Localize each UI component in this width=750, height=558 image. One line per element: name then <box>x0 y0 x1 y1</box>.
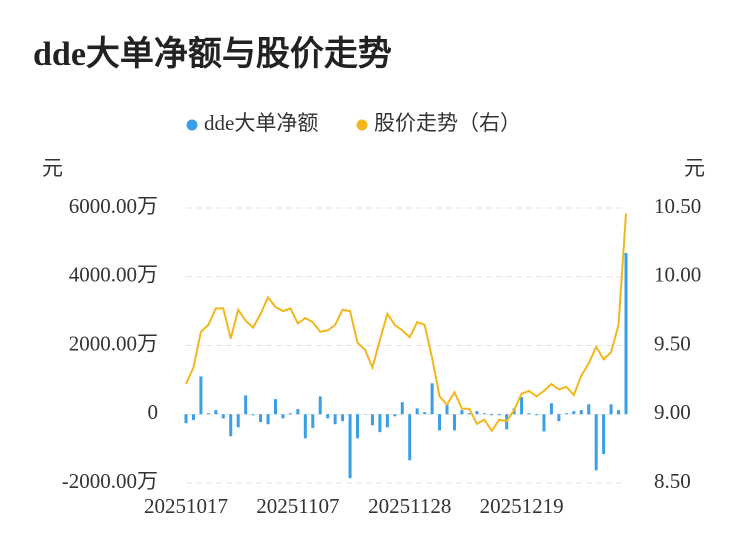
bar <box>318 396 322 415</box>
bar <box>549 403 553 415</box>
bar <box>206 413 210 415</box>
bar <box>333 414 337 425</box>
bar <box>572 411 576 415</box>
bar <box>370 414 374 426</box>
bar <box>281 414 285 419</box>
y2-tick-label: 10.50 <box>654 194 701 218</box>
x-tick-label: 20251107 <box>256 494 339 518</box>
price-line <box>185 213 627 433</box>
bar <box>602 414 606 455</box>
bar <box>467 413 471 415</box>
y2-tick-label: 9.50 <box>654 331 691 355</box>
bar <box>221 414 225 419</box>
bar <box>564 413 568 415</box>
bar <box>341 414 345 422</box>
x-tick-label: 20251128 <box>368 494 451 518</box>
legend-marker <box>356 119 368 131</box>
bar <box>527 413 531 415</box>
legend-marker <box>186 119 198 131</box>
y-tick-label: 4000.00万 <box>69 263 158 287</box>
bar <box>214 410 218 415</box>
bar <box>624 253 628 415</box>
bar <box>259 414 263 423</box>
y-tick-label: 0 <box>148 400 159 424</box>
bar <box>460 410 464 415</box>
bar <box>445 404 449 415</box>
bar <box>244 395 248 415</box>
bar <box>311 414 315 428</box>
bar <box>423 412 427 415</box>
bar <box>288 413 292 415</box>
y-tick-label: 2000.00万 <box>69 331 158 355</box>
bar <box>520 397 524 415</box>
bar <box>408 414 412 461</box>
bar <box>557 414 561 422</box>
y2-tick-label: 8.50 <box>654 469 691 493</box>
bar <box>535 414 539 416</box>
y-axis-label: 元 <box>42 156 63 180</box>
bar <box>617 410 621 415</box>
bar <box>326 414 330 419</box>
x-tick-label: 20251219 <box>480 494 564 518</box>
bar <box>385 414 389 428</box>
bar <box>356 414 360 439</box>
bar <box>199 376 203 415</box>
bar <box>273 399 277 415</box>
bar <box>594 414 598 471</box>
bar <box>266 414 270 425</box>
bar <box>430 383 434 415</box>
bar <box>191 414 195 421</box>
bar <box>490 414 494 416</box>
y2-tick-label: 10.00 <box>654 263 701 287</box>
bar <box>400 402 404 415</box>
bar <box>482 413 486 415</box>
y2-tick-label: 9.00 <box>654 400 691 424</box>
bar <box>229 414 233 437</box>
legend-label: dde大单净额 <box>204 111 318 135</box>
y-tick-label: -2000.00万 <box>62 469 158 493</box>
bar <box>296 409 300 415</box>
chart-title: dde大单净额与股价走势 <box>33 35 392 73</box>
bar <box>303 414 307 439</box>
bar <box>415 408 419 415</box>
bar <box>452 414 456 431</box>
bar <box>542 414 546 432</box>
bar <box>609 404 613 415</box>
bar <box>497 414 501 416</box>
bar <box>587 404 591 415</box>
bar <box>438 414 442 431</box>
y2-axis-label: 元 <box>684 156 705 180</box>
bar <box>236 414 240 428</box>
bar <box>348 414 352 479</box>
bar <box>378 414 382 433</box>
x-tick-label: 20251017 <box>144 494 228 518</box>
bar <box>184 414 188 424</box>
bar <box>475 411 479 415</box>
legend-label: 股价走势（右） <box>374 111 521 135</box>
bar <box>251 414 255 416</box>
bar <box>579 410 583 415</box>
y-tick-label: 6000.00万 <box>69 194 158 218</box>
bar <box>393 414 397 417</box>
